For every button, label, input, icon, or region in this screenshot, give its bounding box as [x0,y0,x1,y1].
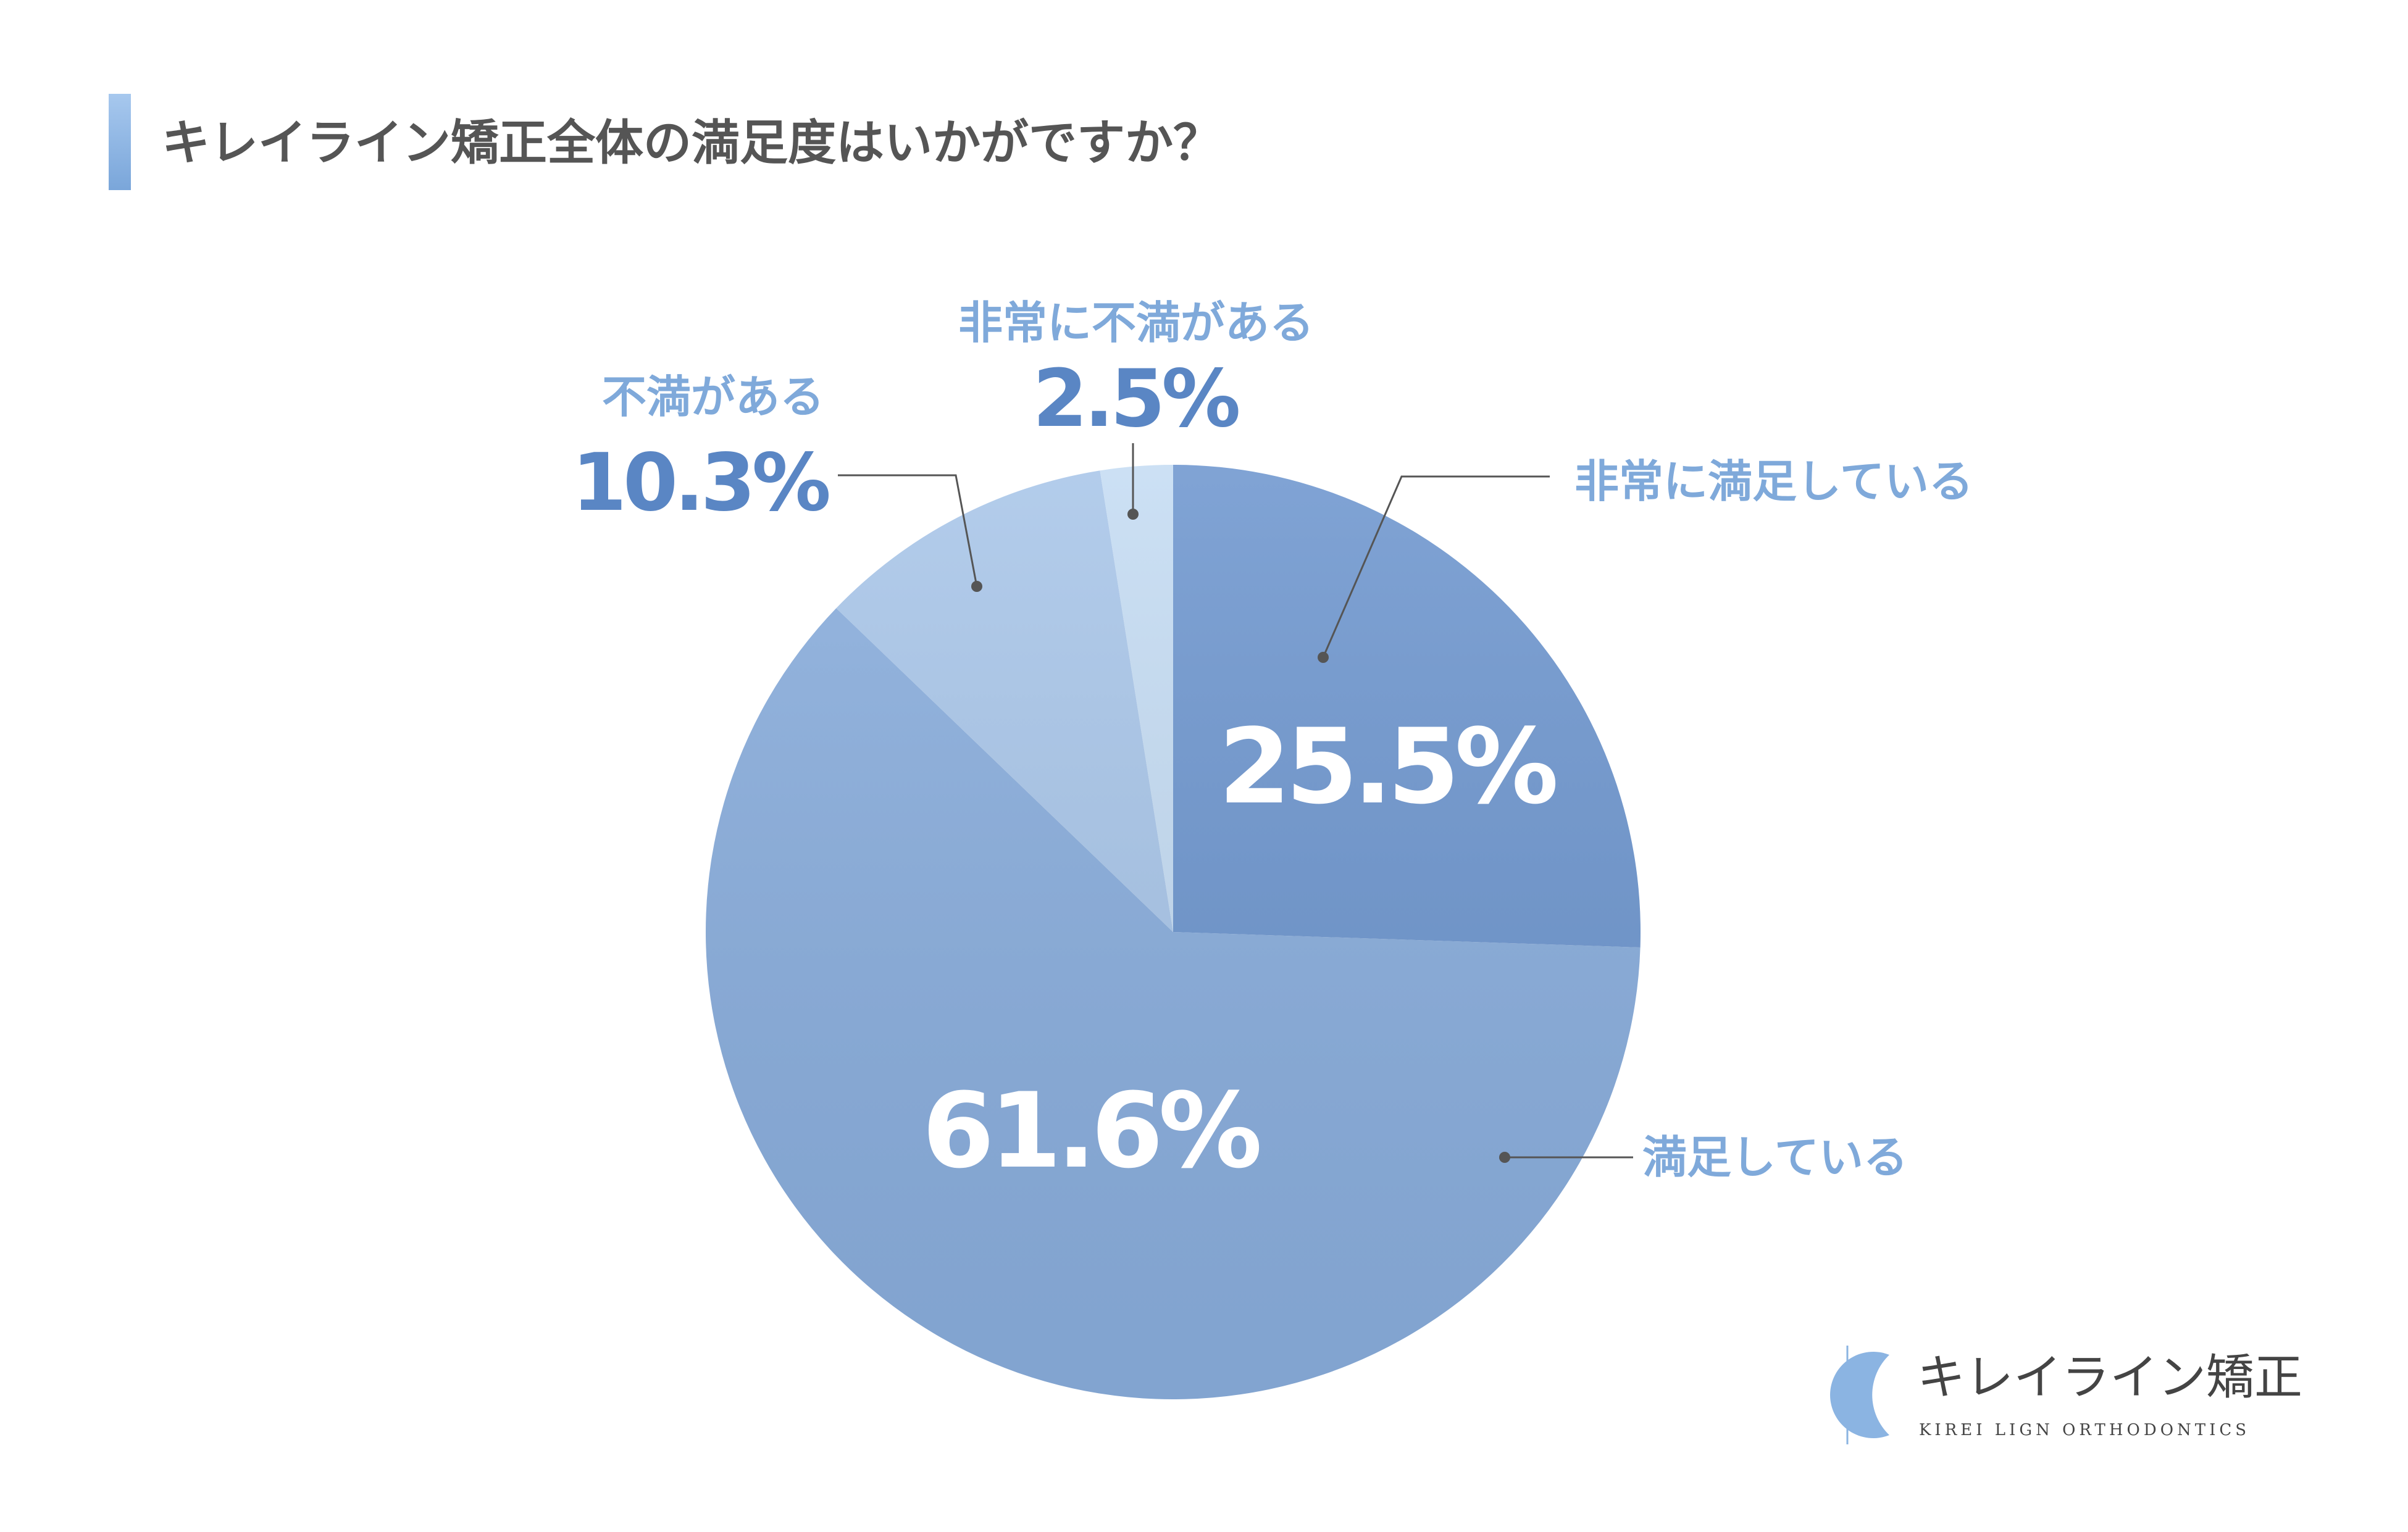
leader-dot-dissatisfied [971,581,982,592]
category-label-very-dissatisfied: 非常に不満がある [958,297,1314,349]
category-label-satisfied: 満足している [1642,1131,1908,1183]
logo-subtitle: KIREI LIGN ORTHODONTICS [1919,1421,2250,1439]
data-label-very-dissatisfied: 2.5% [1033,353,1239,445]
category-label-very-satisfied: 非常に満足している [1574,456,1973,507]
category-label-dissatisfied: 不満がある [602,371,824,423]
leader-line-dissatisfied [838,474,978,587]
leader-dot-satisfied [1499,1152,1510,1163]
data-label-very-satisfied: 25.5% [1219,706,1556,827]
chart-title: キレイライン矯正全体の満足度はいかがですか？ [162,115,1221,171]
logo-wordmark: キレイライン矯正 [1917,1350,2302,1405]
leader-dot-very-dissatisfied [1127,509,1139,520]
pie-shading [706,465,1641,1399]
data-label-dissatisfied: 10.3% [572,437,829,529]
data-label-satisfied: 61.6% [922,1070,1260,1191]
brand-logo: キレイライン矯正 KIREI LIGN ORTHODONTICS [1830,1346,2302,1444]
crescent-mark-icon [1830,1346,1889,1444]
title-accent-bar [109,94,131,190]
leader-line-very-satisfied [1322,475,1550,658]
leader-dot-very-satisfied [1318,652,1329,663]
